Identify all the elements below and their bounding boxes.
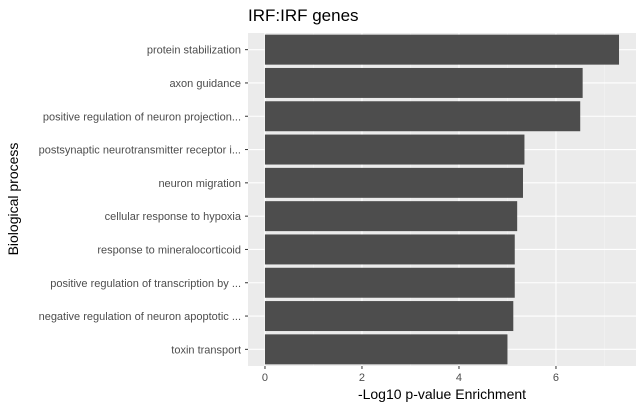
bar — [264, 267, 515, 298]
bar — [264, 334, 508, 365]
x-tick-label: 4 — [456, 372, 462, 384]
x-tick-label: 2 — [359, 372, 365, 384]
x-tick-label: 6 — [553, 372, 559, 384]
x-tick-label: 0 — [262, 372, 268, 384]
bar — [264, 134, 525, 165]
y-tick-label: negative regulation of neuron apoptotic … — [39, 311, 241, 323]
bar — [264, 167, 523, 198]
y-tick-label: response to mineralocorticoid — [97, 244, 241, 256]
x-axis-title: -Log10 p-value Enrichment — [358, 386, 526, 402]
chart-title: IRF:IRF genes — [248, 6, 359, 25]
bar — [264, 67, 583, 98]
y-tick-label: protein stabilization — [147, 45, 241, 57]
bar — [264, 201, 518, 232]
bar — [264, 101, 581, 132]
x-axis-ticks: 0 2 4 6 — [262, 366, 559, 384]
y-tick-label: neuron migration — [158, 178, 241, 190]
y-tick-label: positive regulation of transcription by … — [50, 278, 241, 290]
y-tick-label: postsynaptic neurotransmitter receptor i… — [39, 145, 241, 157]
bars — [264, 34, 620, 365]
bar — [264, 34, 620, 65]
y-tick-label: cellular response to hypoxia — [105, 211, 242, 223]
y-axis-title: Biological process — [5, 143, 21, 256]
y-tick-label: positive regulation of neuron projection… — [43, 111, 241, 123]
bar — [264, 301, 514, 332]
y-axis-ticks: protein stabilization axon guidance positi… — [39, 45, 248, 356]
y-tick-label: axon guidance — [169, 78, 241, 90]
bar — [264, 234, 515, 265]
y-tick-label: toxin transport — [171, 344, 241, 356]
